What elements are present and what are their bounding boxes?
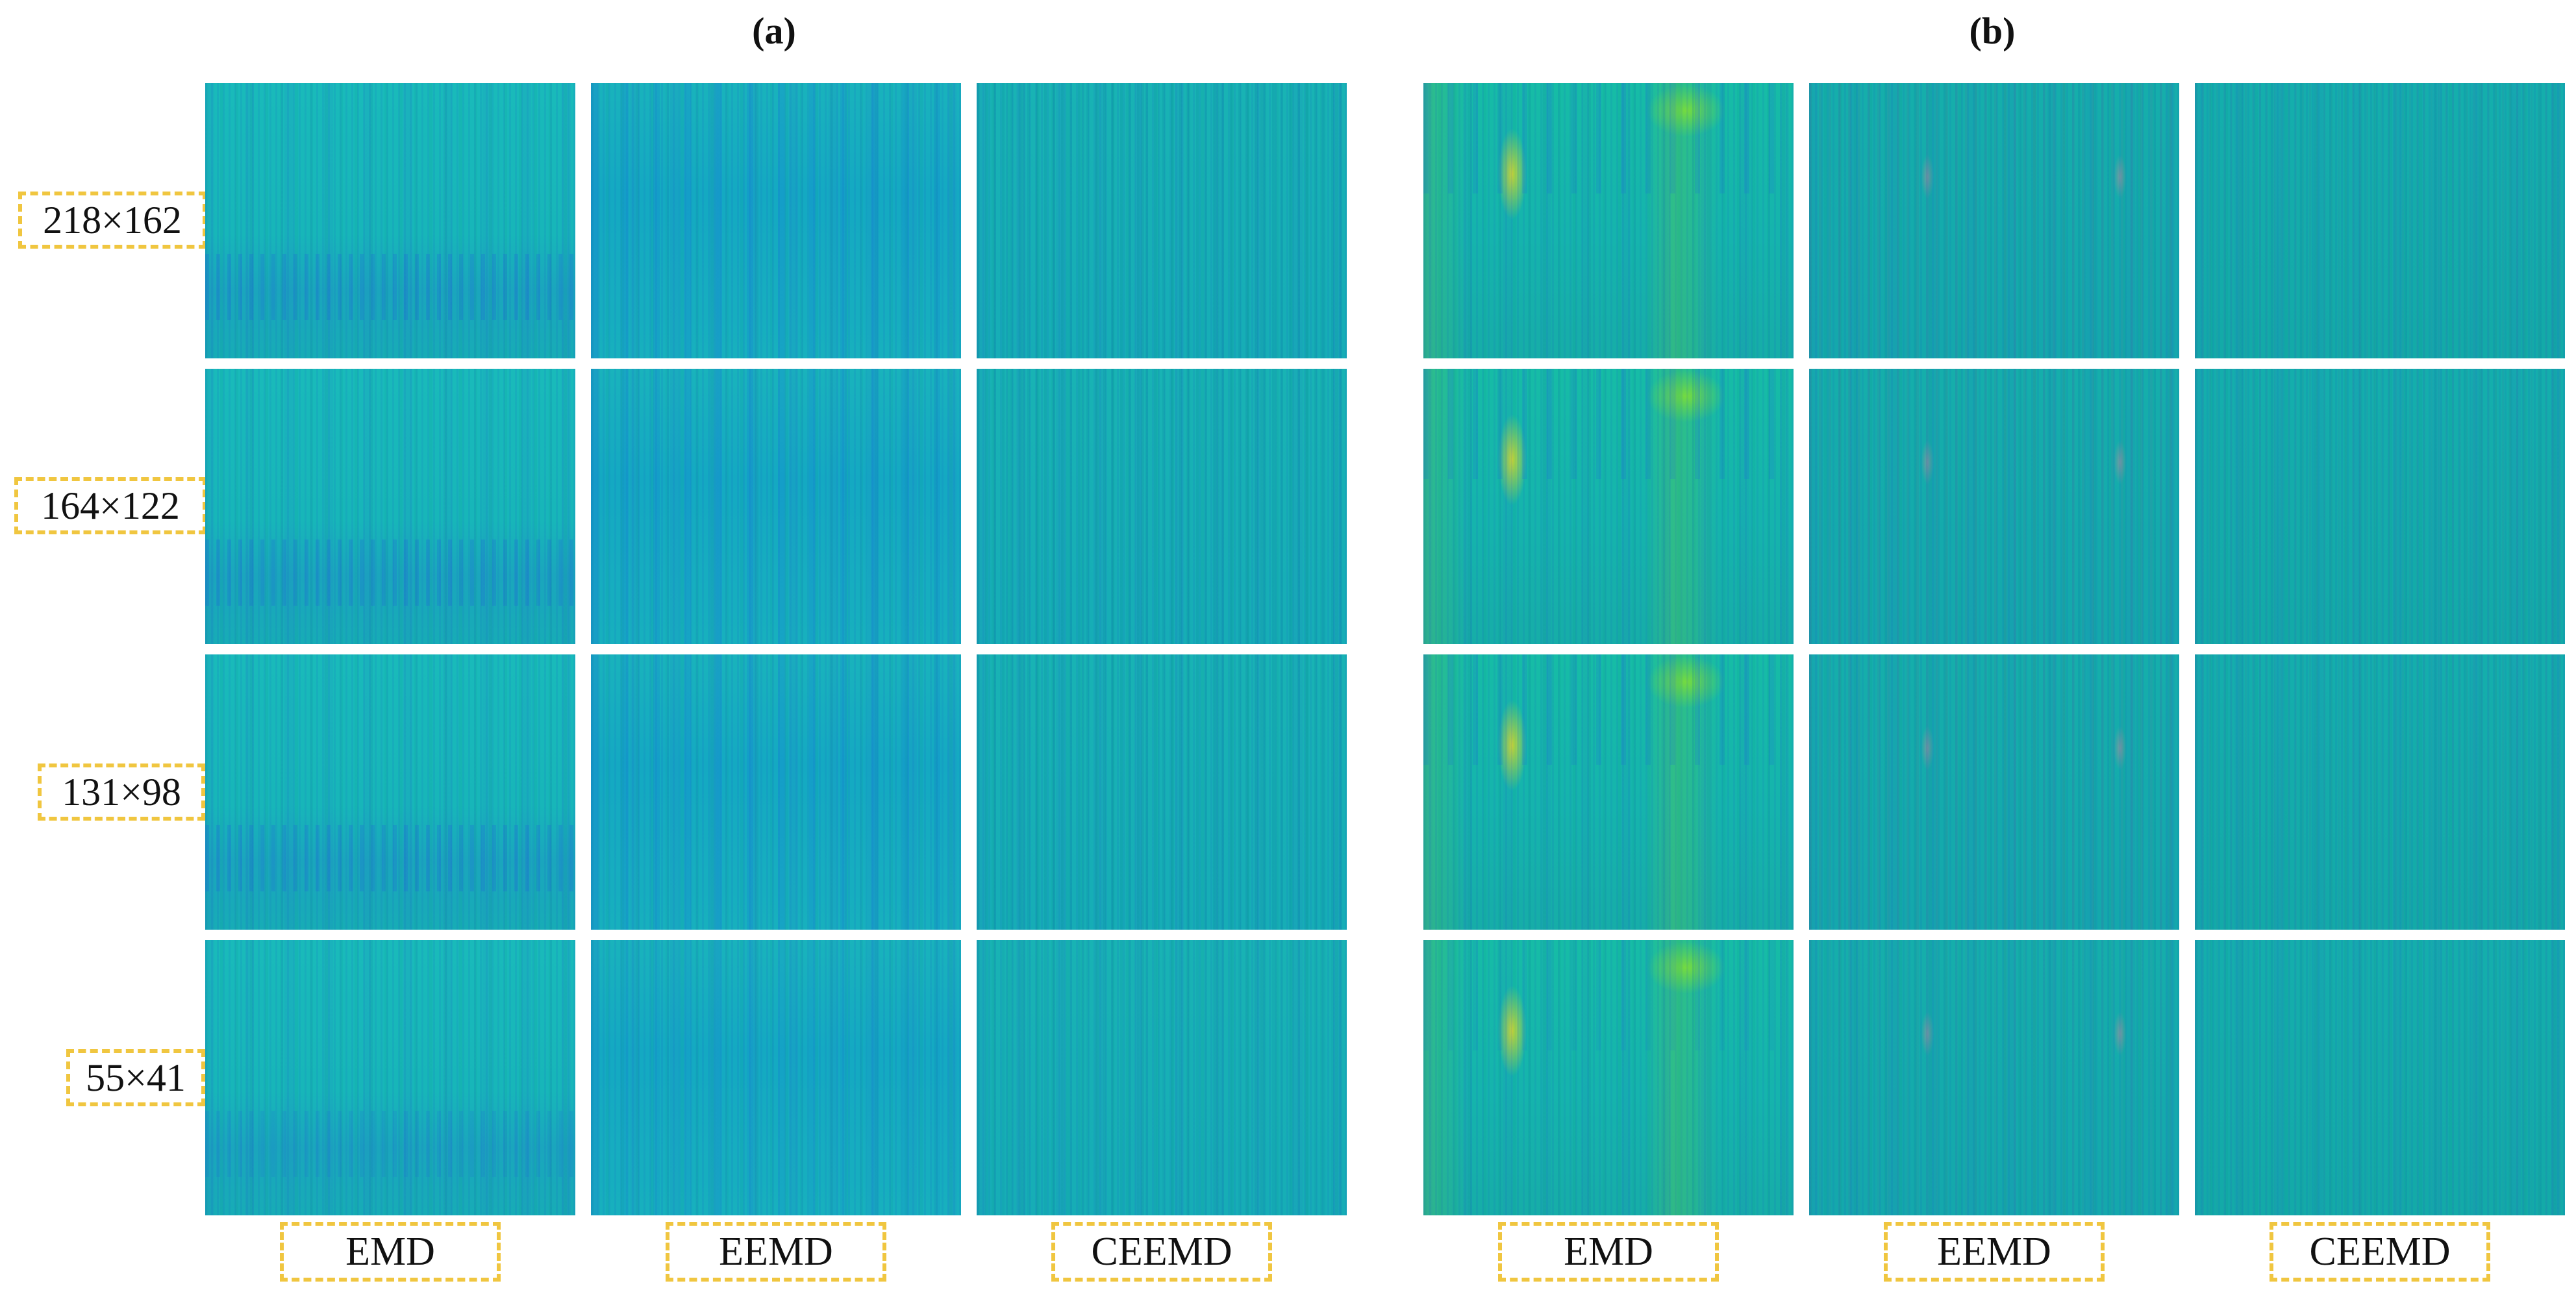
col-label-b-emd: EMD: [1498, 1222, 1719, 1282]
panel-b-title: (b): [1969, 10, 2016, 52]
tile-b-ceemd-218x162: [2195, 83, 2565, 358]
tile-b-emd-131x98: [1423, 654, 1794, 930]
tile-a-ceemd-218x162: [977, 83, 1347, 358]
tile-b-emd-55x41: [1423, 940, 1794, 1215]
tile-a-eemd-131x98: [591, 654, 961, 930]
tile-b-eemd-131x98: [1809, 654, 2179, 930]
col-label-b-ceemd: CEEMD: [2270, 1222, 2490, 1282]
tile-b-emd-164x122: [1423, 369, 1794, 644]
row-label-3: 131×98: [38, 763, 205, 821]
tile-b-eemd-55x41: [1809, 940, 2179, 1215]
row-label-2: 164×122: [14, 477, 206, 534]
tile-a-emd-55x41: [205, 940, 575, 1215]
col-label-a-emd: EMD: [280, 1222, 501, 1282]
panel-a-title: (a): [752, 10, 796, 52]
col-label-b-eemd: EEMD: [1884, 1222, 2105, 1282]
row-label-4: 55×41: [66, 1049, 205, 1106]
tile-a-emd-164x122: [205, 369, 575, 644]
tile-a-ceemd-55x41: [977, 940, 1347, 1215]
tile-b-emd-218x162: [1423, 83, 1794, 358]
tile-a-emd-218x162: [205, 83, 575, 358]
tile-b-ceemd-131x98: [2195, 654, 2565, 930]
tile-b-eemd-164x122: [1809, 369, 2179, 644]
tile-b-ceemd-55x41: [2195, 940, 2565, 1215]
col-label-a-ceemd: CEEMD: [1051, 1222, 1272, 1282]
tile-a-eemd-164x122: [591, 369, 961, 644]
tile-a-ceemd-131x98: [977, 654, 1347, 930]
row-label-1: 218×162: [18, 192, 206, 249]
tile-b-ceemd-164x122: [2195, 369, 2565, 644]
tile-a-eemd-55x41: [591, 940, 961, 1215]
col-label-a-eemd: EEMD: [666, 1222, 886, 1282]
tile-b-eemd-218x162: [1809, 83, 2179, 358]
tile-a-eemd-218x162: [591, 83, 961, 358]
tile-a-emd-131x98: [205, 654, 575, 930]
tile-a-ceemd-164x122: [977, 369, 1347, 644]
